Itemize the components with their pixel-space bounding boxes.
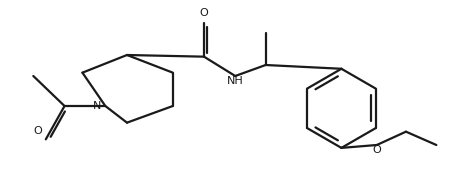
Text: N: N (93, 101, 102, 111)
Text: O: O (33, 126, 42, 136)
Text: NH: NH (227, 76, 244, 86)
Text: O: O (372, 145, 381, 155)
Text: O: O (200, 8, 208, 18)
